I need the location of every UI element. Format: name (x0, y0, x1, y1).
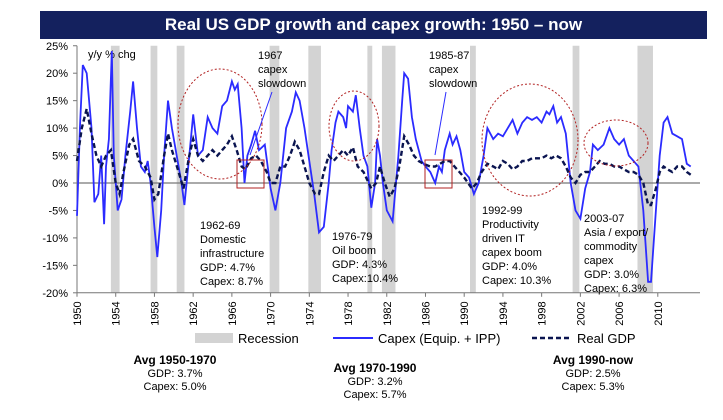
highlight-ellipse (328, 90, 380, 162)
y-tick-label: -5% (48, 205, 68, 217)
arrow-1967 (249, 91, 273, 156)
y-tick-label: 0% (52, 178, 68, 190)
x-tick-label: 2006 (614, 301, 626, 325)
annotation-text: GDP: 4.7% (200, 262, 255, 274)
x-tick-label: 1986 (420, 301, 432, 325)
recession-band (269, 45, 280, 293)
avg-gdp: GDP: 3.2% (347, 376, 403, 388)
highlight-ellipse (481, 83, 579, 197)
avg-title: Avg 1990-now (552, 353, 634, 367)
x-tick-label: 1958 (149, 301, 161, 325)
x-tick-label: 1962 (188, 301, 200, 325)
avg-capex: Capex: 5.3% (561, 381, 625, 393)
annotation-text: Asia / export/ (584, 227, 649, 239)
annotation-text: GDP: 4.0% (482, 261, 537, 273)
annotation-text: GDP: 4.3% (332, 259, 387, 271)
avg-1950-1970: Avg 1950-1970 GDP: 3.7% Capex: 5.0% (105, 354, 245, 394)
annotation-text: Domestic (200, 234, 246, 246)
y-tick-label: 25% (46, 41, 68, 53)
highlight-box (236, 159, 265, 189)
annotation-text: 1985-87 (429, 50, 469, 62)
legend-capex-label: Capex (Equip. + IPP) (378, 331, 500, 346)
annotation-text: 1962-69 (200, 220, 240, 232)
highlight-box (424, 159, 453, 189)
arrow-1985 (434, 91, 447, 156)
y-tick-label: 15% (46, 96, 68, 108)
annotation-text: driven IT (482, 233, 525, 245)
avg-title: Avg 1970-1990 (333, 361, 417, 375)
recession-band (637, 45, 653, 293)
annotation-text: 1992-99 (482, 205, 522, 217)
x-tick-label: 1982 (382, 301, 394, 325)
x-tick-label: 1966 (227, 301, 239, 325)
x-tick-label: 1994 (498, 301, 510, 325)
annotation-text: Capex: 8.7% (200, 276, 263, 288)
annotation-text: slowdown (258, 78, 306, 90)
chart-title: Real US GDP growth and capex growth: 195… (40, 11, 707, 39)
annotation-text: capex boom (482, 247, 542, 259)
recession-band (381, 45, 396, 293)
avg-1990-now: Avg 1990-now GDP: 2.5% Capex: 5.3% (523, 354, 663, 394)
annotation-text: infrastructure (200, 248, 264, 260)
recession-band (150, 45, 158, 293)
legend-recession-swatch (195, 333, 233, 343)
recession-band (176, 45, 185, 293)
y-tick-label: 10% (46, 123, 68, 135)
x-tick-label: 2010 (653, 301, 665, 325)
annotation-text: capex (258, 64, 288, 76)
annotation-text: Oil boom (332, 245, 376, 257)
x-tick-label: 1954 (111, 301, 123, 325)
avg-capex: Capex: 5.0% (143, 381, 207, 393)
annotation-text: 1976-79 (332, 231, 372, 243)
y-tick-label: -20% (42, 288, 68, 300)
x-tick-label: 1974 (304, 301, 316, 325)
x-tick-label: 1978 (343, 301, 355, 325)
annotation-text: capex (429, 64, 459, 76)
y-tick-label: -15% (42, 260, 68, 272)
avg-gdp: GDP: 2.5% (565, 368, 621, 380)
recession-band (470, 45, 476, 293)
annotation-text: 1967 (258, 50, 282, 62)
y-tick-label: 20% (46, 68, 68, 80)
x-tick-label: 1950 (72, 301, 84, 325)
avg-capex: Capex: 5.7% (343, 389, 407, 401)
highlight-ellipse (177, 68, 263, 180)
y-tick-label: 5% (52, 151, 68, 163)
recession-band (367, 45, 373, 293)
x-tick-label: 1990 (459, 301, 471, 325)
x-tick-label: 1970 (266, 301, 278, 325)
highlight-ellipse (583, 119, 649, 167)
capex-line (76, 51, 692, 283)
annotation-text: Capex: 6.3% (584, 283, 647, 295)
avg-1970-1990: Avg 1970-1990 GDP: 3.2% Capex: 5.7% (305, 362, 445, 402)
avg-gdp: GDP: 3.7% (147, 368, 203, 380)
annotation-text: slowdown (429, 78, 477, 90)
avg-title: Avg 1950-1970 (133, 353, 217, 367)
annotation-text: Productivity (482, 219, 539, 231)
annotation-text: GDP: 3.0% (584, 269, 639, 281)
annotation-text: Capex:10.4% (332, 273, 398, 285)
x-tick-label: 1998 (537, 301, 549, 325)
annotation-text: commodity (584, 241, 638, 253)
x-tick-label: 2002 (575, 301, 587, 325)
recession-band (308, 45, 321, 293)
recession-band (572, 45, 580, 293)
gdp-line (75, 108, 692, 207)
y-tick-label: -10% (42, 233, 68, 245)
annotation-text: Capex: 10.3% (482, 275, 551, 287)
annotation-text: 2003-07 (584, 213, 624, 225)
annotation-text: capex (584, 255, 614, 267)
legend-gdp-label: Real GDP (577, 331, 636, 346)
legend-recession-label: Recession (238, 331, 299, 346)
